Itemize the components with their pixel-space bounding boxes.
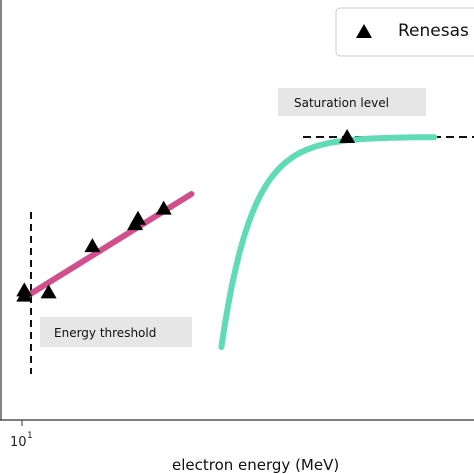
data-point-triangle <box>130 210 146 225</box>
annotation-saturation-box <box>278 88 426 116</box>
data-point-triangle <box>16 287 33 302</box>
legend: Renesas <box>335 7 474 57</box>
x-ticks: 10 1 <box>10 420 33 450</box>
fit-curve-saturation <box>218 134 438 351</box>
annotation-threshold-box <box>40 317 192 347</box>
plot-frame <box>0 0 474 421</box>
data-point-triangle <box>40 284 57 299</box>
legend-label: Renesas <box>398 21 469 41</box>
data-markers <box>16 129 356 302</box>
annotation-saturation: Saturation level <box>278 88 426 116</box>
annotation-threshold: Energy threshold <box>40 317 192 347</box>
legend-marker-triangle-icon <box>356 24 372 38</box>
data-point-triangle <box>339 129 356 143</box>
x-tick-label: 10 <box>10 435 27 450</box>
annotation-saturation-text: Saturation level <box>294 96 389 110</box>
data-point-triangle <box>155 200 172 215</box>
x-tick-exponent: 1 <box>27 431 33 441</box>
annotation-threshold-text: Energy threshold <box>54 326 156 340</box>
legend-box <box>335 7 474 57</box>
x-axis-label: electron energy (MeV) <box>172 456 339 474</box>
data-point-triangle <box>84 238 101 253</box>
fit-lines <box>22 134 438 351</box>
